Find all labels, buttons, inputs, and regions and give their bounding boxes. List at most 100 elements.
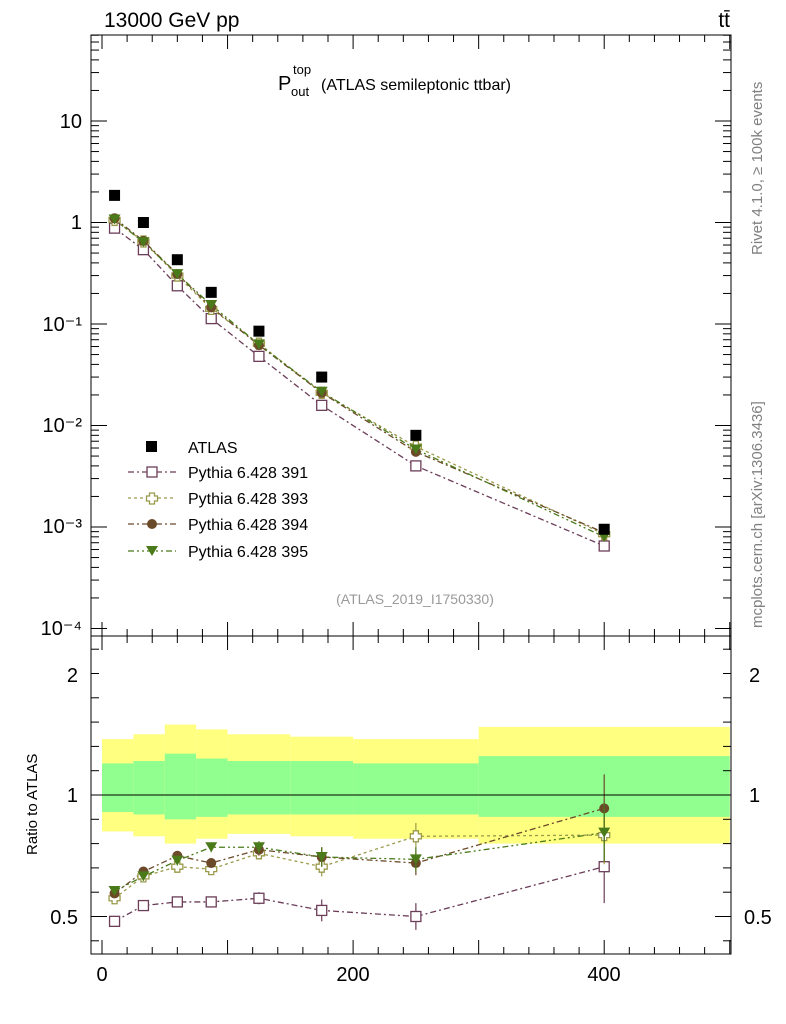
main-curve-0 [114, 227, 605, 547]
ratio-point-s3-6 [409, 854, 422, 865]
legend-entry-393: Pythia 6.428 393 [128, 491, 308, 508]
uncertainty-band-green-2 [164, 753, 197, 820]
ratio-tick-label-right-0.5: 0.5 [744, 907, 772, 929]
main-y-tick-labels: 10⁻⁴ 10⁻³ 10⁻² 10⁻¹ 1 10 [41, 111, 83, 640]
atlas-data-point-0 [109, 189, 121, 201]
ratio-x-tick-labels: 0 200 400 [96, 964, 620, 986]
ratio-tick-label-left-2: 2 [67, 665, 78, 687]
legend-entry-394: Pythia 6.428 394 [128, 517, 308, 534]
atlas-data-point-2 [171, 254, 183, 266]
x-tick-label-0: 0 [96, 964, 107, 986]
y-tick-label-1e-2: 10⁻² [43, 415, 83, 437]
main-curve-3 [114, 219, 605, 538]
main-curve-1 [114, 219, 605, 535]
ratio-tick-label-right-2: 2 [749, 665, 760, 687]
main-point-s3-5 [315, 386, 328, 397]
main-point-s3-3 [205, 299, 218, 310]
ratio-point-s0-1 [137, 899, 150, 912]
ratio-point-s3-5 [315, 851, 328, 862]
main-curve-2 [114, 217, 605, 534]
legend-marker-391 [146, 466, 158, 478]
process-label: tt̄ [718, 9, 730, 32]
main-point-s0-7 [598, 540, 610, 552]
ratio-point-s2-3 [206, 858, 217, 869]
ratio-curve-2 [114, 807, 605, 894]
ratio-tick-label-left-0.5: 0.5 [50, 907, 78, 929]
main-point-s3-2 [171, 269, 184, 280]
main-point-s0-4 [253, 350, 265, 363]
ratio-point-s0-5 [316, 904, 328, 917]
main-point-s3-0 [108, 214, 121, 225]
main-point-s0-6 [410, 460, 422, 472]
ratio-markers [108, 774, 611, 930]
ratio-point-s1-2 [171, 860, 184, 873]
main-plot-title: P top out (ATLAS semileptonic ttbar) [278, 62, 511, 99]
ratio-point-s3-4 [252, 842, 265, 853]
ratio-point-s0-6 [410, 910, 422, 923]
ratio-curve-1 [114, 834, 605, 899]
side-label-bottom: mcplots.cern.ch [arXiv:1306.3436] [749, 401, 766, 628]
ratio-y-axis-label: Ratio to ATLAS [24, 754, 41, 855]
ratio-point-s0-3 [205, 896, 217, 908]
atlas-data-point-3 [205, 286, 217, 298]
legend-label-atlas: ATLAS [188, 440, 238, 457]
main-point-s3-6 [409, 444, 422, 455]
y-tick-label-1e-1: 10⁻¹ [43, 314, 83, 336]
x-tick-label-400: 400 [587, 964, 620, 986]
y-tick-label-10: 10 [60, 111, 82, 133]
main-point-s3-1 [137, 237, 150, 248]
ratio-y-tick-labels: 0.5 1 2 0.5 1 2 [50, 665, 772, 929]
main-point-s3-4 [252, 339, 265, 350]
atlas-data-point-5 [316, 371, 328, 383]
y-tick-label-1e-4: 10⁻⁴ [41, 618, 82, 640]
legend-label-394: Pythia 6.428 394 [188, 517, 308, 534]
ratio-tick-label-right-1: 1 [749, 785, 760, 807]
legend-marker-atlas [146, 441, 157, 452]
ratio-point-s3-7 [598, 827, 611, 838]
legend-marker-394 [147, 519, 157, 529]
ratio-point-s0-2 [171, 896, 183, 908]
atlas-data-point-4 [253, 325, 265, 337]
title-sup: top [293, 62, 311, 77]
uncertainty-band-green-5 [290, 760, 354, 815]
main-plot-frame [90, 34, 732, 637]
legend: ATLAS Pythia 6.428 391 Pythia 6.428 393 … [128, 440, 308, 561]
x-tick-label-200: 200 [336, 964, 369, 986]
main-markers [108, 189, 611, 552]
title-main: P [278, 73, 291, 95]
ratio-tick-label-left-1: 1 [67, 785, 78, 807]
atlas-data-point-7 [598, 523, 610, 535]
uncertainty-band-green-1 [133, 760, 165, 815]
main-point-s0-3 [205, 312, 217, 325]
y-tick-label-1e-3: 10⁻³ [43, 516, 83, 538]
legend-entry-395: Pythia 6.428 395 [128, 544, 308, 561]
atlas-data-point-6 [410, 429, 422, 441]
legend-entry-391: Pythia 6.428 391 [128, 465, 308, 482]
energy-label: 13000 GeV pp [104, 9, 239, 32]
legend-label-393: Pythia 6.428 393 [188, 491, 308, 508]
y-tick-label-1: 1 [71, 212, 82, 234]
axis-ticks [91, 34, 731, 954]
uncertainty-band-green-0 [102, 763, 134, 813]
ratio-point-s3-1 [137, 871, 150, 882]
ratio-point-s3-0 [108, 885, 121, 896]
analysis-tag: (ATLAS_2019_I1750330) [336, 591, 494, 607]
ratio-point-s0-0 [108, 915, 121, 928]
title-rest: (ATLAS semileptonic ttbar) [321, 77, 511, 94]
legend-marker-395 [146, 546, 158, 556]
legend-label-395: Pythia 6.428 395 [188, 544, 308, 561]
title-sub: out [291, 84, 309, 99]
legend-label-391: Pythia 6.428 391 [188, 465, 308, 482]
ratio-point-s3-3 [205, 842, 218, 853]
uncertainty-band-green-6 [353, 763, 479, 815]
uncertainty-band-green-4 [227, 760, 291, 815]
atlas-data-point-1 [137, 217, 149, 228]
ratio-point-s1-6 [409, 830, 423, 843]
ratio-point-s0-4 [253, 892, 265, 904]
uncertainty-band-green-3 [196, 758, 228, 817]
main-point-s0-2 [171, 280, 183, 292]
legend-entry-atlas: ATLAS [146, 440, 238, 457]
legend-marker-393 [145, 492, 159, 505]
main-point-s0-5 [316, 399, 328, 411]
